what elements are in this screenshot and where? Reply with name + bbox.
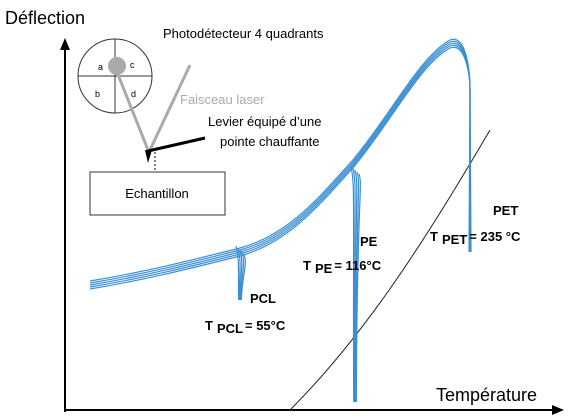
laser-beam bbox=[148, 64, 192, 151]
polymer-label: PET bbox=[493, 203, 518, 218]
lever bbox=[147, 136, 206, 153]
reference-curve bbox=[289, 129, 491, 411]
drop bbox=[237, 247, 241, 301]
temp-symbol: T bbox=[303, 258, 311, 273]
curve bbox=[89, 38, 471, 282]
temp-subscript: PE bbox=[315, 261, 333, 276]
drop bbox=[354, 169, 358, 403]
beam-label: Faisceau laser bbox=[180, 92, 265, 107]
curve bbox=[89, 44, 472, 288]
temp-symbol: T bbox=[430, 229, 438, 244]
temp-value: = 55°C bbox=[245, 318, 286, 333]
temp-value: = 235 °C bbox=[469, 229, 521, 244]
drop bbox=[240, 253, 246, 301]
quadrant: b bbox=[95, 89, 100, 99]
tip bbox=[145, 150, 152, 163]
lever-label: Levier équipé d’une bbox=[208, 114, 321, 129]
lever-label: pointe chauffante bbox=[220, 134, 320, 149]
drop bbox=[240, 251, 245, 301]
x-label: Température bbox=[436, 385, 537, 405]
deflection-curves bbox=[89, 38, 472, 403]
quadrant: a bbox=[98, 62, 103, 72]
x-arrow bbox=[552, 405, 564, 415]
polymer-label: PCL bbox=[250, 291, 276, 306]
curve bbox=[89, 42, 471, 286]
drop bbox=[355, 171, 360, 403]
drop bbox=[239, 249, 243, 301]
curve bbox=[89, 40, 471, 284]
drop bbox=[235, 245, 240, 301]
temp-subscript: PCL bbox=[217, 321, 243, 336]
drop bbox=[355, 173, 361, 403]
drop bbox=[352, 167, 356, 403]
detector-label: Photodétecteur 4 quadrants bbox=[163, 26, 324, 41]
y-label: Déflection bbox=[5, 8, 85, 28]
detector: a b c d bbox=[77, 38, 153, 114]
temp-subscript: PET bbox=[442, 232, 467, 247]
quadrant: d bbox=[131, 89, 136, 99]
temp-symbol: T bbox=[205, 318, 213, 333]
sample bbox=[89, 171, 226, 216]
y-arrow bbox=[60, 38, 70, 50]
drop bbox=[350, 165, 355, 403]
quadrant: c bbox=[130, 60, 135, 70]
reflected-beam bbox=[115, 71, 150, 151]
curve bbox=[89, 46, 472, 290]
temp-value: = 116°C bbox=[334, 258, 381, 273]
sample-label: Echantillon bbox=[125, 186, 189, 201]
polymer-label: PE bbox=[360, 234, 378, 249]
